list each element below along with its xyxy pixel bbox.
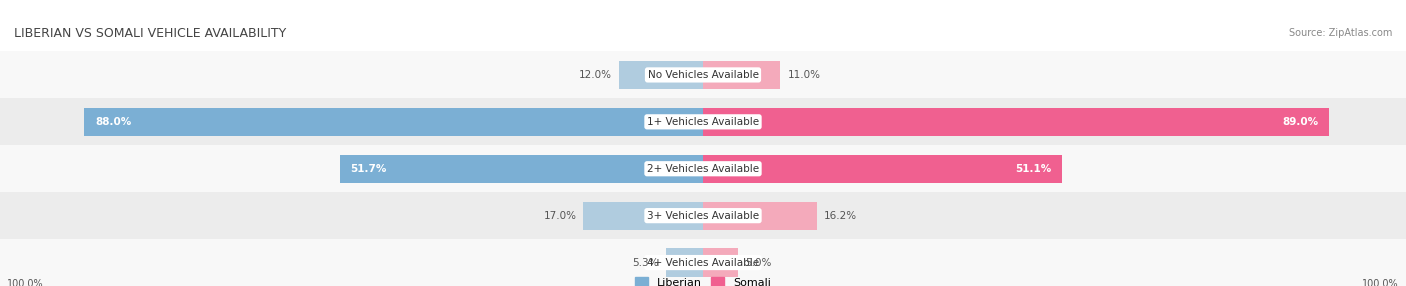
Bar [703, 61, 780, 89]
Bar [703, 155, 1063, 183]
Bar [703, 202, 817, 230]
Bar [666, 249, 703, 277]
Text: 1+ Vehicles Available: 1+ Vehicles Available [647, 117, 759, 127]
Text: 51.7%: 51.7% [350, 164, 387, 174]
Text: 5.3%: 5.3% [633, 258, 658, 267]
Text: 2+ Vehicles Available: 2+ Vehicles Available [647, 164, 759, 174]
Text: 4+ Vehicles Available: 4+ Vehicles Available [647, 258, 759, 267]
Text: 11.0%: 11.0% [787, 70, 820, 80]
Legend: Liberian, Somali: Liberian, Somali [630, 273, 776, 286]
Text: 51.1%: 51.1% [1015, 164, 1052, 174]
Bar [703, 249, 738, 277]
Bar [0, 145, 1406, 192]
Text: 12.0%: 12.0% [579, 70, 612, 80]
Text: 100.0%: 100.0% [7, 279, 44, 286]
Bar [340, 155, 703, 183]
Text: Source: ZipAtlas.com: Source: ZipAtlas.com [1288, 29, 1392, 38]
Text: 100.0%: 100.0% [1362, 279, 1399, 286]
Bar [0, 239, 1406, 286]
Bar [84, 108, 703, 136]
Text: 17.0%: 17.0% [544, 211, 576, 221]
Bar [0, 98, 1406, 145]
Bar [0, 51, 1406, 98]
Text: LIBERIAN VS SOMALI VEHICLE AVAILABILITY: LIBERIAN VS SOMALI VEHICLE AVAILABILITY [14, 27, 287, 40]
Text: No Vehicles Available: No Vehicles Available [648, 70, 758, 80]
Text: 89.0%: 89.0% [1282, 117, 1319, 127]
Text: 88.0%: 88.0% [94, 117, 131, 127]
Text: 5.0%: 5.0% [745, 258, 772, 267]
Text: 16.2%: 16.2% [824, 211, 858, 221]
Bar [0, 192, 1406, 239]
Text: 3+ Vehicles Available: 3+ Vehicles Available [647, 211, 759, 221]
Bar [703, 108, 1329, 136]
Bar [583, 202, 703, 230]
Bar [619, 61, 703, 89]
